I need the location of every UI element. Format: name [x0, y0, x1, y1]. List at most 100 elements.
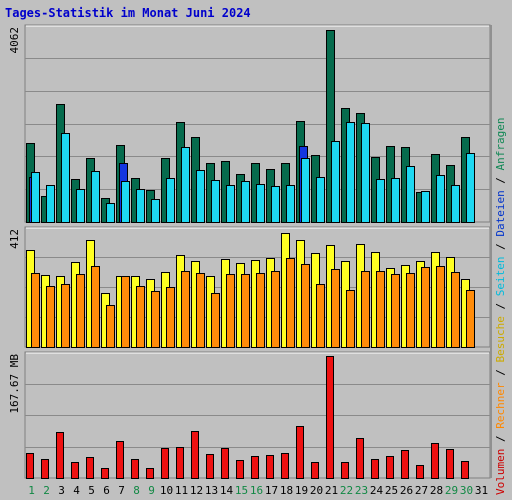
bar-rechner-6 [106, 305, 115, 348]
x-tick-label-26: 26 [400, 484, 413, 497]
bar-volumen-19 [296, 426, 304, 479]
bar-volumen-28 [431, 443, 439, 479]
bar-volumen-2 [41, 459, 49, 479]
bar-rechner-26 [406, 273, 415, 348]
bar-volumen-26 [401, 450, 409, 479]
bar-seiten-30 [466, 153, 475, 223]
legend-item-9: / [494, 170, 507, 190]
bar-rechner-16 [256, 273, 265, 348]
bar-volumen-20 [311, 462, 319, 479]
bar-seiten-4 [76, 189, 85, 223]
bar-volumen-13 [206, 454, 214, 479]
legend-item-2: Rechner [494, 382, 507, 429]
x-tick-label-25: 25 [385, 484, 398, 497]
bar-seiten-10 [166, 178, 175, 223]
bar-rechner-24 [376, 271, 385, 348]
bar-rechner-13 [211, 293, 220, 348]
x-tick-label-31: 31 [475, 484, 488, 497]
chart-title: Tages-Statistik im Monat Juni 2024 [5, 6, 251, 20]
bar-volumen-11 [176, 447, 184, 479]
x-tick-label-4: 4 [73, 484, 80, 497]
bar-volumen-4 [71, 462, 79, 479]
legend-item-4: Besuche [494, 316, 507, 362]
x-tick-label-28: 28 [430, 484, 443, 497]
x-tick-label-14: 14 [220, 484, 234, 497]
bar-rechner-3 [61, 284, 70, 348]
bar-rechner-29 [451, 272, 460, 348]
bar-volumen-29 [446, 449, 454, 479]
bar-seiten-21 [331, 141, 340, 223]
bar-rechner-22 [346, 290, 355, 348]
bar-rechner-11 [181, 271, 190, 348]
bar-seiten-27 [421, 191, 430, 223]
bar-seiten-2 [46, 185, 55, 223]
x-tick-label-8: 8 [133, 484, 140, 497]
x-tick-label-2: 2 [43, 484, 50, 497]
bar-rechner-30 [466, 290, 475, 348]
bar-volumen-21 [326, 356, 334, 479]
bar-volumen-6 [101, 468, 109, 479]
legend-item-7: / [494, 237, 507, 257]
bar-volumen-22 [341, 462, 349, 479]
bar-seiten-20 [316, 177, 325, 223]
x-tick-label-11: 11 [175, 484, 188, 497]
bar-seiten-1 [31, 172, 40, 223]
bar-seiten-6 [106, 203, 115, 223]
x-tick-label-18: 18 [280, 484, 293, 497]
bar-seiten-13 [211, 180, 220, 223]
bar-seiten-22 [346, 122, 355, 223]
bar-seiten-8 [136, 189, 145, 223]
bar-seiten-19 [301, 158, 310, 223]
bar-rechner-4 [76, 274, 85, 348]
bar-seiten-3 [61, 133, 70, 223]
bar-rechner-12 [196, 273, 205, 348]
bar-rechner-10 [166, 287, 175, 348]
x-tick-label-23: 23 [355, 484, 368, 497]
x-tick-label-12: 12 [190, 484, 203, 497]
x-tick-label-13: 13 [205, 484, 218, 497]
frame-edge [490, 25, 492, 478]
bar-rechner-25 [391, 274, 400, 348]
y-max-label-bot: 167.67 MB [8, 354, 21, 414]
bar-rechner-2 [46, 286, 55, 348]
x-tick-label-5: 5 [88, 484, 95, 497]
x-tick-label-7: 7 [118, 484, 125, 497]
x-tick-label-16: 16 [250, 484, 263, 497]
bar-seiten-7 [121, 181, 130, 223]
bar-seiten-12 [196, 170, 205, 223]
x-tick-label-20: 20 [310, 484, 323, 497]
bar-rechner-20 [316, 284, 325, 348]
bar-seiten-14 [226, 185, 235, 223]
bar-volumen-15 [236, 460, 244, 479]
x-tick-label-21: 21 [325, 484, 338, 497]
bar-volumen-17 [266, 455, 274, 479]
bar-volumen-10 [161, 448, 169, 479]
legend-item-0: Volumen [494, 449, 507, 495]
bar-volumen-18 [281, 453, 289, 479]
x-tick-label-1: 1 [28, 484, 35, 497]
bar-seiten-24 [376, 179, 385, 223]
bar-rechner-8 [136, 286, 145, 348]
bar-rechner-28 [436, 266, 445, 348]
bar-volumen-24 [371, 459, 379, 479]
legend-item-5: / [494, 296, 507, 316]
bar-rechner-19 [301, 264, 310, 348]
x-tick-label-22: 22 [340, 484, 353, 497]
bar-volumen-5 [86, 457, 94, 479]
x-tick-label-9: 9 [148, 484, 155, 497]
bar-seiten-23 [361, 123, 370, 223]
bar-rechner-5 [91, 266, 100, 348]
bar-seiten-26 [406, 166, 415, 223]
legend-item-10: Anfragen [494, 117, 507, 170]
bar-seiten-18 [286, 185, 295, 223]
bar-volumen-23 [356, 438, 364, 479]
bar-rechner-27 [421, 267, 430, 348]
bar-seiten-25 [391, 178, 400, 223]
bar-volumen-3 [56, 432, 64, 479]
x-tick-label-15: 15 [235, 484, 248, 497]
bar-seiten-29 [451, 185, 460, 223]
bar-rechner-14 [226, 274, 235, 348]
x-tick-label-6: 6 [103, 484, 110, 497]
x-tick-label-3: 3 [58, 484, 65, 497]
bar-rechner-21 [331, 269, 340, 348]
